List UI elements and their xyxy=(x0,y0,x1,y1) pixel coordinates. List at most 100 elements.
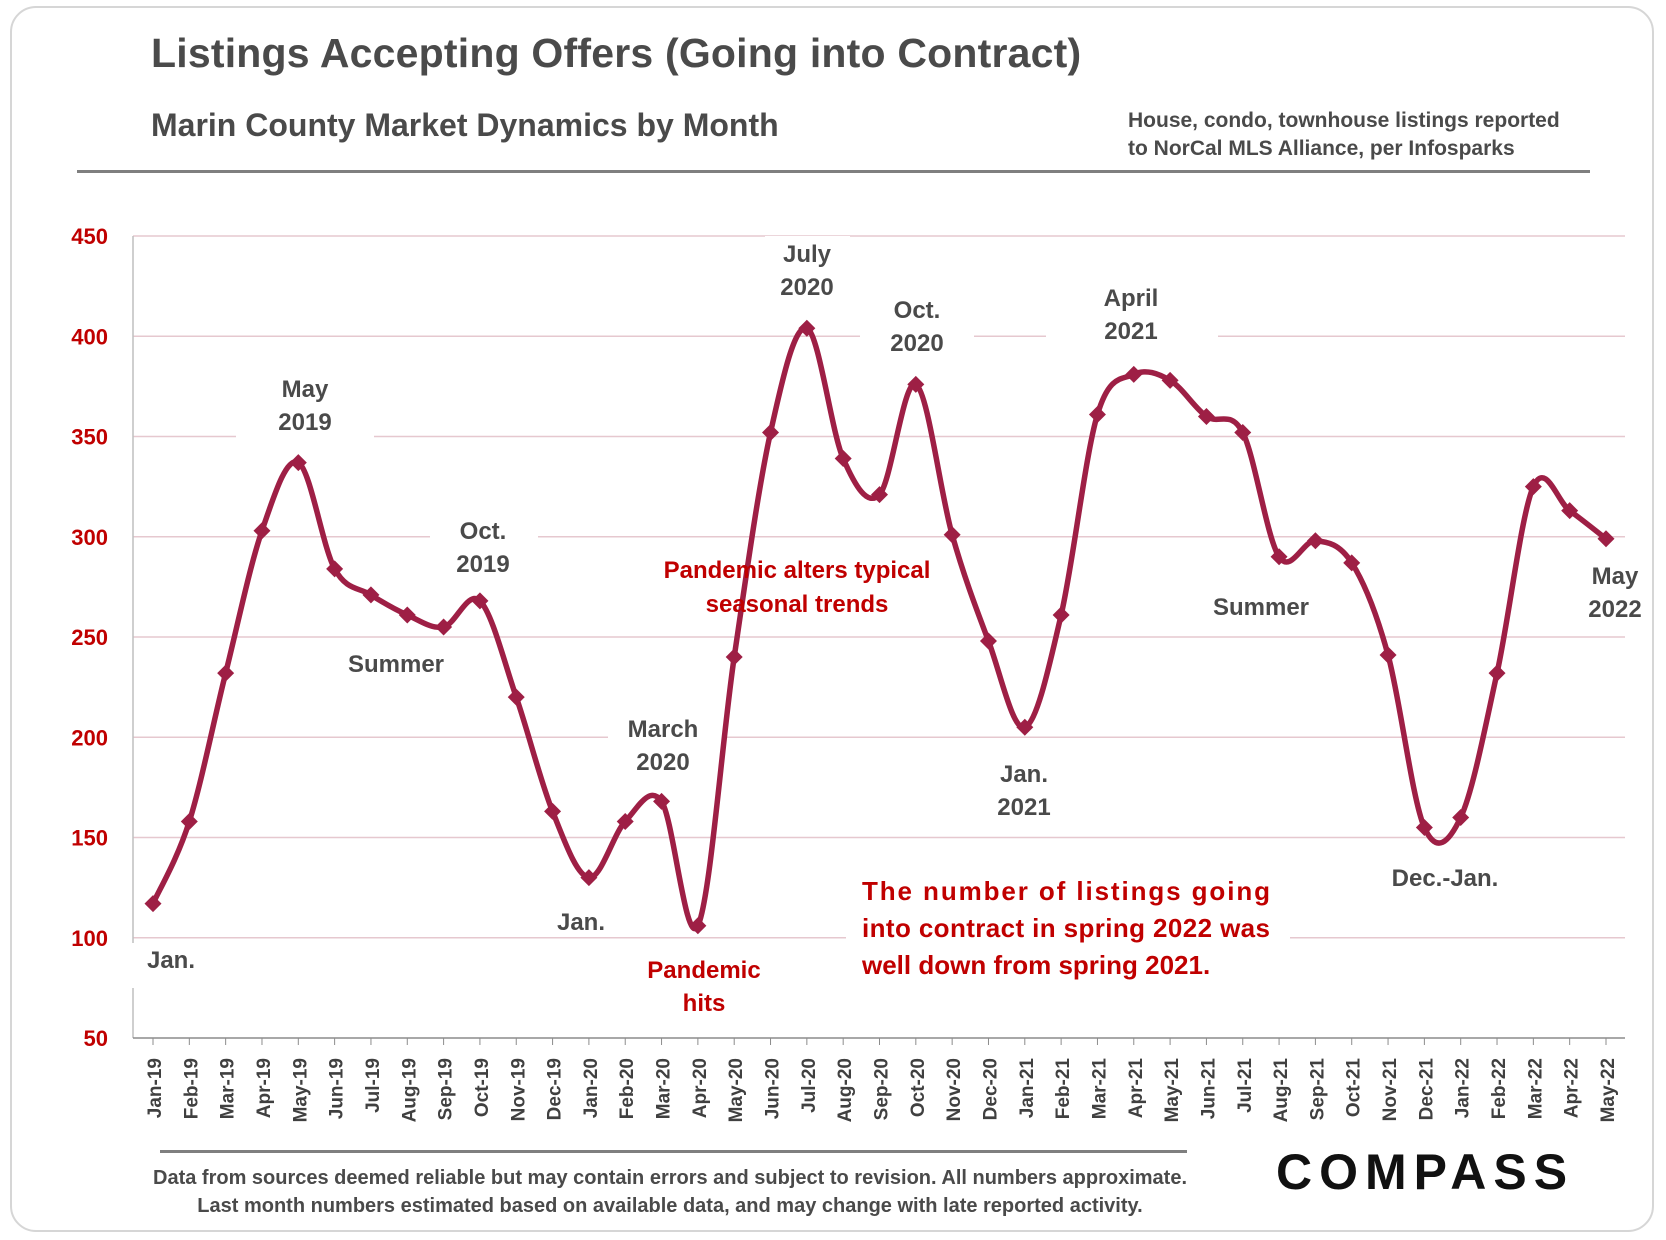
data-point-marker xyxy=(362,586,380,604)
data-point-marker xyxy=(1415,818,1433,836)
data-point-marker xyxy=(144,895,162,913)
x-tick-label: Jan-22 xyxy=(1453,1058,1474,1118)
data-point-marker xyxy=(871,486,888,504)
chart-subtitle: Marin County Market Dynamics by Month xyxy=(151,107,779,143)
x-tick-label: Sep-20 xyxy=(872,1058,893,1120)
source-note: House, condo, townhouse listings reporte… xyxy=(1128,107,1560,163)
x-tick-label: Aug-19 xyxy=(399,1058,420,1122)
data-point-marker xyxy=(471,592,489,610)
x-tick-label: Aug-20 xyxy=(835,1058,856,1122)
source-note-line-1: House, condo, townhouse listings reporte… xyxy=(1128,109,1560,132)
data-point-marker xyxy=(180,812,198,830)
data-point-marker xyxy=(1379,646,1397,664)
data-point-marker xyxy=(689,917,707,935)
annotation-label: Summer xyxy=(1213,594,1309,621)
data-point-marker xyxy=(979,632,997,650)
x-tick-label: Feb-19 xyxy=(181,1058,202,1119)
annotation-label: Oct. xyxy=(894,297,941,324)
annotation-background xyxy=(765,236,850,306)
x-tick-label: Mar-19 xyxy=(218,1058,239,1119)
x-tick-label: May-22 xyxy=(1598,1058,1619,1122)
annotation-label: Dec.-Jan. xyxy=(1392,865,1499,892)
annotation-label: 2019 xyxy=(278,409,331,436)
data-point-marker xyxy=(289,454,307,472)
data-point-marker xyxy=(217,664,235,682)
x-tick-label: Mar-21 xyxy=(1089,1058,1110,1120)
data-point-marker xyxy=(544,802,562,820)
data-point-marker xyxy=(1452,808,1470,826)
annotation-label: into contract in spring 2022 was xyxy=(862,913,1270,943)
x-tick-label: Sep-19 xyxy=(436,1058,457,1120)
annotation-label: 2021 xyxy=(1104,318,1157,345)
annotation-label: May xyxy=(282,376,329,403)
data-point-marker xyxy=(1488,664,1506,682)
annotation-label: Jan. xyxy=(1000,761,1048,788)
annotation-label: 2021 xyxy=(997,794,1050,821)
annotation-label: May xyxy=(1592,563,1639,590)
x-tick-label: May-19 xyxy=(290,1058,311,1122)
x-tick-label: Apr-21 xyxy=(1126,1058,1147,1119)
x-tick-label: Nov-21 xyxy=(1380,1058,1401,1122)
x-tick-label: Apr-20 xyxy=(690,1058,711,1118)
y-tick-label: 50 xyxy=(84,1026,108,1051)
annotations xyxy=(132,236,1290,992)
data-point-marker xyxy=(1088,405,1106,423)
annotation-label: 2020 xyxy=(636,749,689,776)
annotation-background xyxy=(656,553,939,633)
annotation-background xyxy=(236,370,374,444)
data-point-marker xyxy=(580,869,598,887)
annotation-label: Pandemic alters typical xyxy=(664,557,931,584)
header-divider xyxy=(77,170,1590,173)
annotation-label: Jan. xyxy=(147,947,195,974)
x-tick-label: May-21 xyxy=(1162,1058,1183,1123)
data-point-marker xyxy=(326,560,344,578)
data-point-marker xyxy=(1597,530,1615,548)
data-point-marker xyxy=(507,688,525,706)
x-tick-label: Mar-22 xyxy=(1525,1058,1546,1119)
x-tick-label: Jun-19 xyxy=(327,1058,348,1119)
data-point-marker xyxy=(1052,606,1070,624)
data-point-marker xyxy=(653,792,671,810)
data-point-marker xyxy=(1125,365,1143,383)
annotation-label: July xyxy=(783,241,832,268)
data-point-marker xyxy=(398,606,416,624)
x-tick-label: Jan-21 xyxy=(1017,1058,1038,1119)
data-point-marker xyxy=(943,526,961,544)
footnote-line-2: Last month numbers estimated based on av… xyxy=(197,1195,1143,1217)
data-point-marker xyxy=(435,618,453,636)
annotation-label: 2020 xyxy=(890,330,943,357)
annotation-label: well down from spring 2021. xyxy=(861,950,1210,980)
data-point-marker xyxy=(762,423,780,441)
annotation-background xyxy=(608,710,723,784)
y-tick-label: 150 xyxy=(71,826,108,851)
compass-logo: COMPASS xyxy=(1276,1144,1575,1200)
data-point-marker xyxy=(725,648,743,666)
data-point-marker xyxy=(907,375,925,393)
x-tick-label: Jul-20 xyxy=(799,1058,820,1113)
x-tick-label: Jul-19 xyxy=(363,1058,384,1113)
footnote-line-1: Data from sources deemed reliable but ma… xyxy=(153,1167,1187,1189)
x-tick-label: Feb-22 xyxy=(1489,1058,1510,1119)
annotation-label: Oct. xyxy=(460,518,507,545)
x-tick-label: May-20 xyxy=(726,1058,747,1122)
y-tick-label: 250 xyxy=(71,625,108,650)
data-point-marker xyxy=(834,450,852,468)
annotation-background xyxy=(860,292,974,364)
x-tick-label: Feb-21 xyxy=(1053,1058,1074,1120)
data-point-marker xyxy=(616,812,634,830)
x-tick-label: Apr-19 xyxy=(254,1058,275,1118)
y-tick-label: 300 xyxy=(71,525,108,550)
data-point-marker xyxy=(1524,478,1542,496)
x-tick-label: Jun-21 xyxy=(1198,1058,1219,1120)
annotation-label: March xyxy=(628,716,699,743)
x-tick-label: Feb-20 xyxy=(617,1058,638,1119)
chart-title: Listings Accepting Offers (Going into Co… xyxy=(151,30,1082,76)
y-tick-label: 400 xyxy=(71,324,108,349)
x-tick-label: Oct-20 xyxy=(908,1058,929,1117)
annotation-label: seasonal trends xyxy=(706,591,889,618)
source-note-line-2: to NorCal MLS Alliance, per Infosparks xyxy=(1128,137,1515,160)
y-tick-label: 450 xyxy=(71,224,108,249)
x-tick-label: Nov-19 xyxy=(508,1058,529,1121)
x-tick-label: Dec-21 xyxy=(1416,1058,1437,1121)
